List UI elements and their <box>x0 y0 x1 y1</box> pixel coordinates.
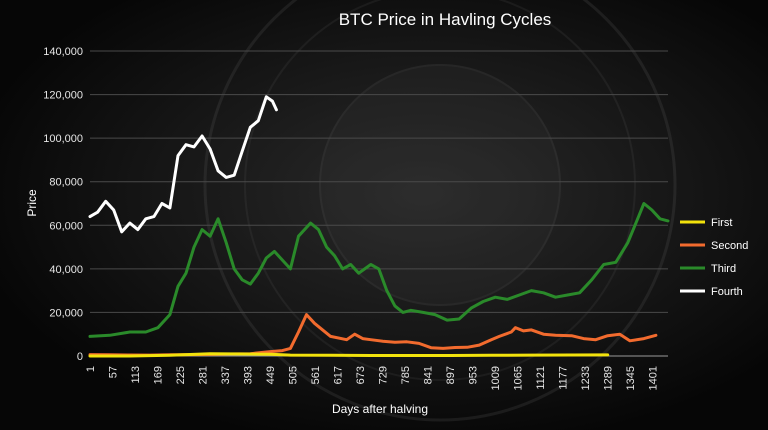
x-tick-label: 1009 <box>490 366 502 390</box>
y-tick-label: 80,000 <box>49 177 83 189</box>
x-tick-label: 393 <box>242 366 254 384</box>
x-tick-labels: 1 57 113 169 225 281 337 393 449 505 561 617 673 729 7… <box>85 366 659 390</box>
x-tick-label: 561 <box>310 366 322 384</box>
y-tick-label: 100,000 <box>43 133 83 145</box>
x-tick-label: 897 <box>445 366 457 384</box>
x-tick-label: 1 <box>85 366 97 372</box>
x-tick-label: 673 <box>355 366 367 384</box>
x-tick-label: 1345 <box>625 366 637 390</box>
legend-label-second: Second <box>711 240 748 252</box>
x-tick-label: 729 <box>377 366 389 384</box>
chart-title: BTC Price in Havling Cycles <box>339 10 552 29</box>
x-tick-label: 449 <box>265 366 277 384</box>
legend: First Second Third Fourth <box>680 217 748 298</box>
x-tick-label: 57 <box>107 366 119 378</box>
x-tick-label: 113 <box>130 366 142 384</box>
legend-label-third: Third <box>711 263 736 275</box>
x-tick-label: 953 <box>467 366 479 384</box>
y-tick-label: 20,000 <box>49 307 83 319</box>
x-tick-label: 785 <box>400 366 412 384</box>
y-tick-label: 140,000 <box>43 46 83 58</box>
y-tick-label: 0 <box>77 351 83 363</box>
x-tick-label: 169 <box>152 366 164 384</box>
series-line-third <box>88 202 670 338</box>
series-line-first <box>88 352 610 358</box>
y-tick-label: 40,000 <box>49 264 83 276</box>
x-tick-label: 225 <box>175 366 187 384</box>
x-tick-label: 617 <box>332 366 344 384</box>
coin-watermark <box>203 0 677 422</box>
x-tick-label: 1401 <box>647 366 659 390</box>
x-tick-label: 1065 <box>512 366 524 390</box>
series-line-fourth <box>88 95 278 234</box>
x-tick-label: 1233 <box>580 366 592 390</box>
y-axis-label: Price <box>25 189 39 217</box>
y-tick-label: 120,000 <box>43 90 83 102</box>
x-tick-label: 1121 <box>535 366 547 390</box>
legend-label-first: First <box>711 217 732 229</box>
y-tick-label: 60,000 <box>49 220 83 232</box>
x-tick-label: 1177 <box>557 366 569 390</box>
x-tick-label: 281 <box>197 366 209 384</box>
x-tick-label: 337 <box>220 366 232 384</box>
y-tick-labels: 0 20,000 40,000 60,000 80,000 100,000 120,000 1… <box>43 46 83 363</box>
x-tick-label: 505 <box>287 366 299 384</box>
x-axis-label: Days after halving <box>332 402 428 416</box>
x-tick-label: 1289 <box>602 366 614 390</box>
series-lines <box>88 95 670 358</box>
x-tick-label: 841 <box>422 366 434 384</box>
legend-label-fourth: Fourth <box>711 286 743 298</box>
